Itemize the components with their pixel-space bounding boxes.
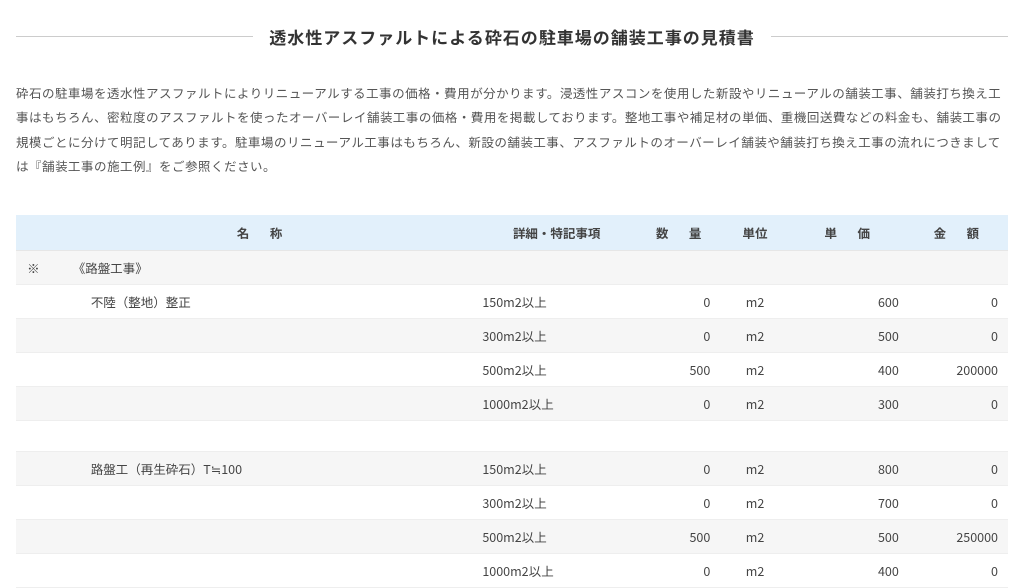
col-unit: 単位 (720, 215, 789, 251)
cell-detail: 150m2以上 (472, 451, 641, 485)
cell-mark (16, 284, 51, 318)
table-row: 500m2以上500m2400200000 (16, 352, 1008, 386)
cell-quantity: 0 (641, 284, 720, 318)
cell-mark (16, 553, 51, 587)
cell-unit-price: 800 (790, 451, 909, 485)
cell-detail: 150m2以上 (472, 284, 641, 318)
cell-detail: 500m2以上 (472, 519, 641, 553)
cell-unit-price: 400 (790, 352, 909, 386)
cell-quantity (641, 420, 720, 451)
cell-mark (16, 352, 51, 386)
cell-amount: 250000 (909, 519, 1008, 553)
cell-name: 路盤工（再生砕石）T≒100 (51, 451, 473, 485)
cell-detail: 1000m2以上 (472, 553, 641, 587)
table-row: 1000m2以上0m23000 (16, 386, 1008, 420)
table-header: 名 称 詳細・特記事項 数 量 単位 単 価 金 額 (16, 215, 1008, 251)
cell-amount: 0 (909, 451, 1008, 485)
cell-detail: 1000m2以上 (472, 386, 641, 420)
col-amount: 金 額 (909, 215, 1008, 251)
estimate-table: 名 称 詳細・特記事項 数 量 単位 単 価 金 額 ※《路盤工事》不陸（整地）… (16, 215, 1008, 588)
cell-quantity: 0 (641, 318, 720, 352)
cell-mark (16, 420, 51, 451)
table-body: ※《路盤工事》不陸（整地）整正150m2以上0m26000300m2以上0m25… (16, 250, 1008, 587)
title-rule-right (771, 36, 1008, 37)
cell-detail: 300m2以上 (472, 318, 641, 352)
cell-name (51, 519, 473, 553)
estimate-table-wrap: 名 称 詳細・特記事項 数 量 単位 単 価 金 額 ※《路盤工事》不陸（整地）… (0, 187, 1024, 588)
table-row: 1000m2以上0m24000 (16, 553, 1008, 587)
cell-unit: m2 (720, 519, 789, 553)
cell-unit-price: 400 (790, 553, 909, 587)
cell-amount (909, 420, 1008, 451)
cell-detail: 500m2以上 (472, 352, 641, 386)
cell-unit-price: 300 (790, 386, 909, 420)
cell-unit-price (790, 420, 909, 451)
table-row: 300m2以上0m25000 (16, 318, 1008, 352)
table-row: 路盤工（再生砕石）T≒100150m2以上0m28000 (16, 451, 1008, 485)
cell-detail: 300m2以上 (472, 485, 641, 519)
cell-mark (16, 386, 51, 420)
cell-detail (472, 420, 641, 451)
cell-mark: ※ (16, 250, 51, 284)
cell-name (51, 553, 473, 587)
cell-amount: 200000 (909, 352, 1008, 386)
cell-amount: 0 (909, 318, 1008, 352)
page-title-wrap: 透水性アスファルトによる砕石の駐車場の舗装工事の見積書 (0, 0, 1024, 57)
cell-quantity: 500 (641, 519, 720, 553)
cell-quantity: 0 (641, 553, 720, 587)
table-row: 300m2以上0m27000 (16, 485, 1008, 519)
col-detail: 詳細・特記事項 (472, 215, 641, 251)
cell-quantity: 500 (641, 352, 720, 386)
col-name: 名 称 (51, 215, 473, 251)
cell-unit (720, 420, 789, 451)
table-row: 不陸（整地）整正150m2以上0m26000 (16, 284, 1008, 318)
cell-mark (16, 451, 51, 485)
cell-unit (720, 250, 789, 284)
cell-unit: m2 (720, 284, 789, 318)
page-description: 砕石の駐車場を透水性アスファルトによりリニューアルする工事の価格・費用が分かりま… (0, 57, 1024, 187)
cell-unit: m2 (720, 318, 789, 352)
col-mark (16, 215, 51, 251)
cell-name: 《路盤工事》 (51, 250, 473, 284)
cell-mark (16, 318, 51, 352)
cell-unit: m2 (720, 553, 789, 587)
cell-amount: 0 (909, 386, 1008, 420)
cell-unit: m2 (720, 352, 789, 386)
cell-amount: 0 (909, 553, 1008, 587)
col-unit-price: 単 価 (790, 215, 909, 251)
cell-quantity: 0 (641, 386, 720, 420)
cell-unit: m2 (720, 451, 789, 485)
table-row: 500m2以上500m2500250000 (16, 519, 1008, 553)
cell-unit: m2 (720, 386, 789, 420)
cell-unit-price (790, 250, 909, 284)
cell-mark (16, 519, 51, 553)
cell-unit: m2 (720, 485, 789, 519)
cell-name (51, 420, 473, 451)
cell-name (51, 386, 473, 420)
cell-unit-price: 700 (790, 485, 909, 519)
cell-unit-price: 500 (790, 318, 909, 352)
cell-name (51, 485, 473, 519)
cell-unit-price: 600 (790, 284, 909, 318)
cell-unit-price: 500 (790, 519, 909, 553)
col-quantity: 数 量 (641, 215, 720, 251)
cell-amount (909, 250, 1008, 284)
table-row (16, 420, 1008, 451)
cell-name (51, 352, 473, 386)
cell-mark (16, 485, 51, 519)
cell-detail (472, 250, 641, 284)
cell-amount: 0 (909, 485, 1008, 519)
cell-name: 不陸（整地）整正 (51, 284, 473, 318)
page-title: 透水性アスファルトによる砕石の駐車場の舗装工事の見積書 (269, 24, 755, 49)
cell-amount: 0 (909, 284, 1008, 318)
cell-quantity: 0 (641, 485, 720, 519)
cell-name (51, 318, 473, 352)
cell-quantity: 0 (641, 451, 720, 485)
cell-quantity (641, 250, 720, 284)
title-rule-left (16, 36, 253, 37)
table-row: ※《路盤工事》 (16, 250, 1008, 284)
